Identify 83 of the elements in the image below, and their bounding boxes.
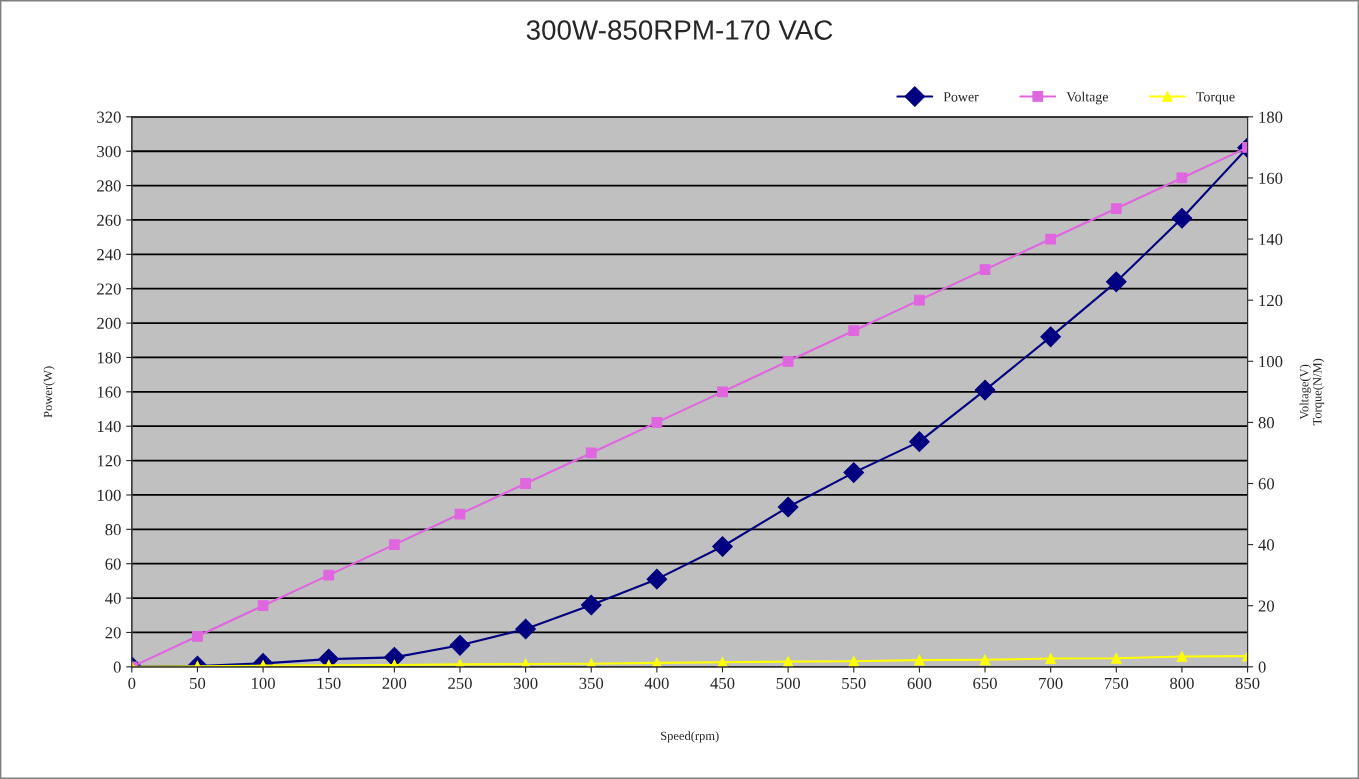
y-tick-label: 260 (97, 214, 121, 226)
point (388, 539, 400, 550)
point (777, 496, 799, 518)
y2-tick-label: 80 (1258, 417, 1275, 429)
y-tick-label: 20 (105, 627, 121, 639)
point (1040, 326, 1062, 348)
x-tick-label: 700 (1039, 677, 1063, 689)
x-tick-label: 550 (842, 677, 866, 689)
y-tick-label: 140 (97, 420, 121, 433)
point (1171, 207, 1193, 229)
x-tick-label: 750 (1104, 677, 1129, 689)
point (843, 462, 865, 483)
point (782, 355, 794, 367)
x-tick-label: 650 (973, 677, 997, 689)
point (646, 568, 668, 590)
y2-tick-label: 20 (1258, 600, 1275, 612)
point (1110, 652, 1122, 664)
x-tick-label: 250 (448, 677, 472, 689)
x-tick-label: 850 (1235, 677, 1260, 689)
x-tick-label: 450 (710, 677, 735, 689)
x-tick-label: 0 (128, 677, 136, 689)
point (717, 386, 728, 398)
y-tick-label: 60 (105, 558, 121, 570)
y-tick-label: 320 (97, 111, 121, 123)
y2-tick-label: 180 (1259, 111, 1283, 123)
point (257, 600, 269, 612)
point (192, 630, 203, 642)
x-tick-label: 500 (776, 677, 800, 689)
point (979, 264, 991, 275)
y-tick-label: 220 (97, 283, 121, 295)
y-tick-label: 160 (97, 386, 121, 398)
point (712, 536, 733, 557)
y-tick-label: 240 (97, 249, 121, 261)
y-tick-label: 40 (105, 592, 121, 605)
legend-label: Power (943, 92, 979, 102)
y-tick-label: 300 (97, 145, 121, 158)
point (979, 654, 991, 666)
x-axis-title: Speed(rpm) (661, 731, 719, 743)
y-tick-label: 280 (97, 180, 121, 192)
y-axis-title: Power(W) (43, 366, 55, 418)
point (1105, 271, 1127, 293)
point (449, 635, 471, 656)
point (914, 294, 925, 306)
point (909, 431, 930, 453)
x-tick-label: 50 (190, 677, 206, 689)
legend-label: Torque (1196, 92, 1235, 105)
y-tick-label: 0 (113, 661, 121, 673)
point (1045, 233, 1057, 245)
y2-tick-label: 100 (1259, 355, 1283, 368)
x-tick-label: 200 (382, 677, 407, 689)
y-tick-label: 180 (97, 352, 121, 364)
y2-tick-label: 60 (1258, 478, 1275, 490)
x-tick-label: 350 (579, 677, 604, 689)
point (974, 379, 996, 401)
y-tick-label: 200 (97, 317, 121, 330)
y2-tick-label: 140 (1259, 233, 1283, 246)
legend-label: Voltage (1066, 91, 1108, 105)
point (585, 447, 597, 459)
x-tick-label: 800 (1170, 677, 1194, 689)
y2-axis-title: Voltage(V) Torque(N/M) (1299, 358, 1325, 426)
point (520, 478, 531, 489)
x-tick-label: 400 (644, 677, 669, 689)
y2-tick-label: 160 (1259, 172, 1283, 184)
y2-tick-label: 40 (1258, 539, 1275, 551)
chart-title: 300W-850RPM-170 VAC (526, 20, 833, 40)
point (1045, 653, 1057, 664)
y2-tick-label: 0 (1258, 661, 1266, 673)
point (848, 325, 860, 337)
x-tick-label: 150 (317, 677, 341, 689)
y-tick-label: 120 (97, 455, 121, 467)
y2-tick-label: 120 (1259, 294, 1283, 307)
point (515, 618, 536, 640)
point (580, 594, 602, 616)
y-tick-label: 100 (97, 489, 121, 501)
x-tick-label: 300 (513, 677, 538, 689)
point (323, 569, 335, 581)
point (1176, 651, 1188, 662)
x-tick-label: 600 (907, 677, 932, 689)
x-tick-label: 100 (252, 677, 275, 689)
point (914, 654, 925, 666)
y-tick-label: 80 (105, 524, 121, 536)
point (651, 417, 663, 428)
point (1110, 203, 1122, 214)
